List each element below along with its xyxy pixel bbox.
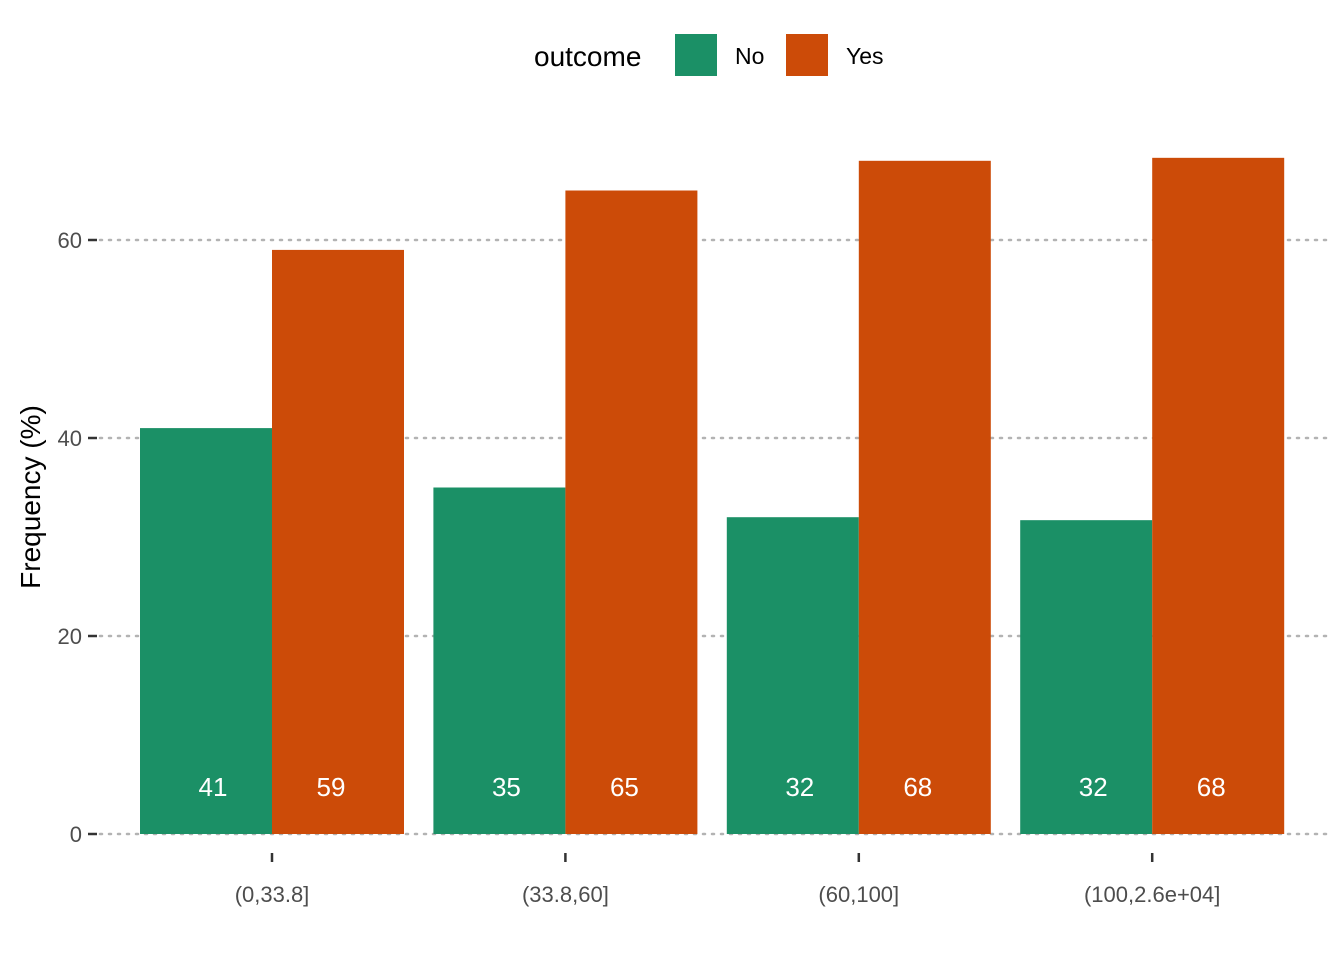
y-tick-label-20: 20 [58, 624, 82, 649]
bar-yes-1 [565, 190, 698, 834]
bar-label-yes-2: 68 [903, 772, 932, 802]
bars: 41 59 35 65 32 68 32 68 [140, 157, 1285, 835]
bar-no-3 [1020, 520, 1153, 834]
bar-label-no-1: 35 [492, 772, 521, 802]
bar-no-0 [140, 428, 272, 834]
y-tick-label-40: 40 [58, 426, 82, 451]
legend: outcome No Yes [534, 34, 884, 76]
legend-label-no: No [735, 43, 764, 69]
bar-label-no-0: 41 [199, 772, 228, 802]
legend-label-yes: Yes [846, 43, 884, 69]
legend-title: outcome [534, 41, 641, 72]
x-tick-label-3: (100,2.6e+04] [1084, 882, 1220, 907]
bar-yes-2 [858, 160, 991, 835]
y-tick-label-0: 0 [70, 822, 82, 847]
x-tick-label-1: (33.8,60] [522, 882, 609, 907]
legend-key-no [675, 34, 717, 76]
bar-no-2 [726, 517, 859, 834]
bar-label-yes-1: 65 [610, 772, 639, 802]
bar-label-no-3: 32 [1079, 772, 1108, 802]
x-axis-ticks: (0,33.8] (33.8,60] (60,100] (100,2.6e+04] [235, 853, 1220, 907]
x-tick-label-0: (0,33.8] [235, 882, 310, 907]
bar-label-no-2: 32 [785, 772, 814, 802]
x-tick-label-2: (60,100] [818, 882, 899, 907]
bar-label-yes-3: 68 [1197, 772, 1226, 802]
legend-key-yes [786, 34, 828, 76]
bar-label-yes-0: 59 [317, 772, 346, 802]
y-axis-ticks: 0 20 40 60 [58, 228, 97, 847]
y-axis-title: Frequency (%) [15, 405, 46, 589]
y-tick-label-60: 60 [58, 228, 82, 253]
bar-no-1 [433, 487, 566, 834]
bar-yes-0 [272, 249, 404, 834]
bar-yes-3 [1152, 157, 1285, 834]
